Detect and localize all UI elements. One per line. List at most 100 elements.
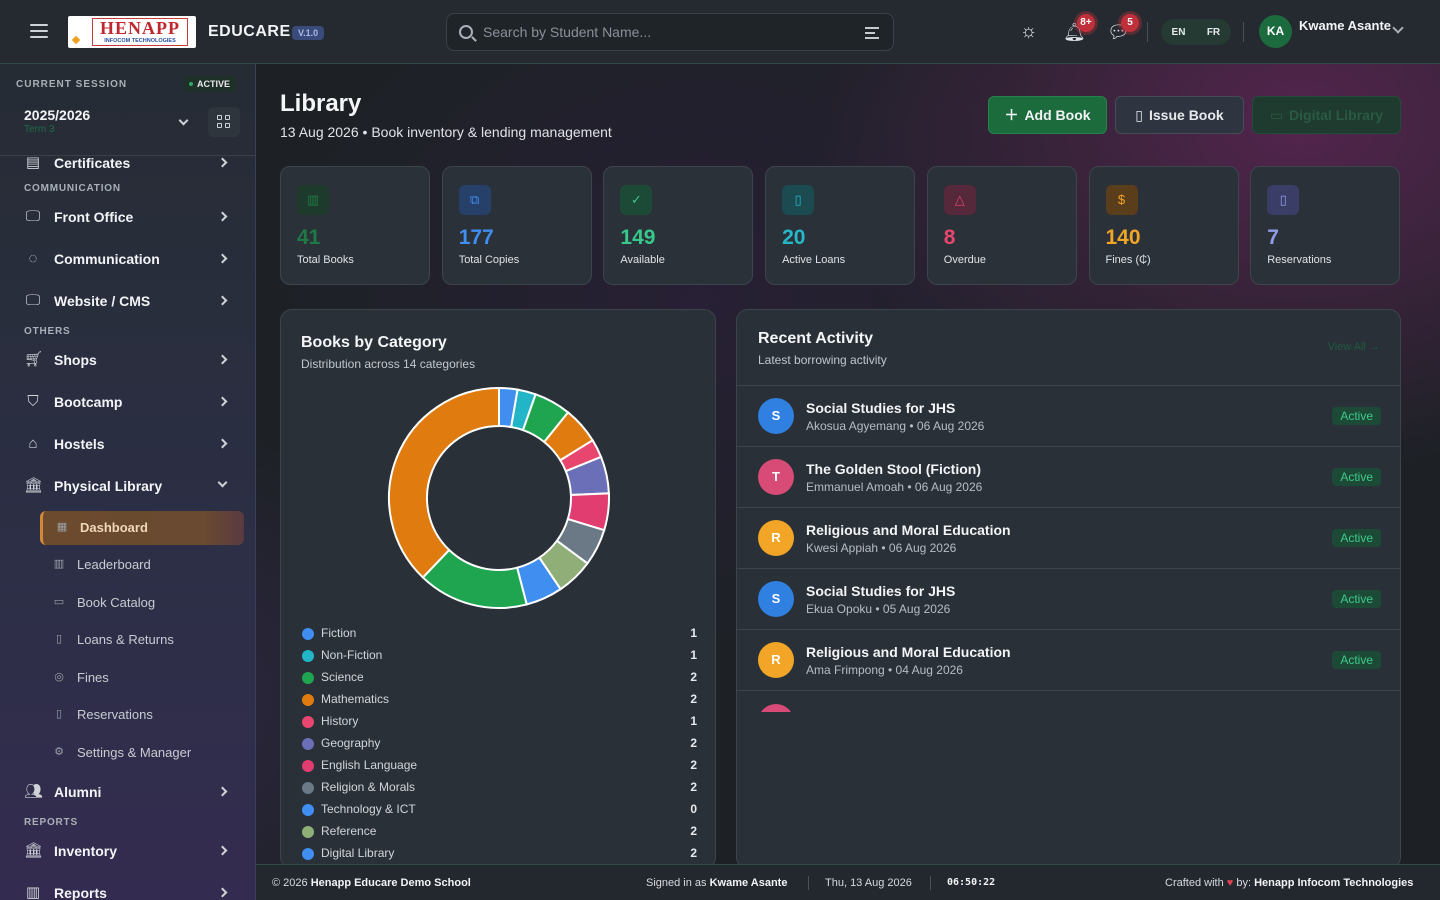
apps-grid-button[interactable] bbox=[208, 107, 240, 137]
stat-label: Reservations bbox=[1267, 254, 1332, 266]
legend-value: 1 bbox=[690, 714, 697, 728]
language-switcher: EN FR bbox=[1161, 19, 1231, 45]
activity-meta: Ama Frimpong • 04 Aug 2026 bbox=[806, 663, 963, 677]
theme-toggle-icon[interactable]: ☼ bbox=[1020, 21, 1038, 42]
status-badge: Active bbox=[1332, 529, 1381, 547]
sidebar-item-alumni[interactable]: 👥︎ Alumni bbox=[0, 773, 255, 813]
search-input[interactable] bbox=[483, 22, 843, 42]
legend-label: Fiction bbox=[321, 626, 357, 640]
activity-row[interactable]: R Religious and Moral Education Ama Frimpo… bbox=[737, 630, 1400, 691]
sidebar-sub-book-catalog[interactable]: ▭ Book Catalog bbox=[53, 595, 156, 610]
legend-label: Geography bbox=[321, 736, 381, 750]
footer: © 2026 Henapp Educare Demo School Signed… bbox=[256, 864, 1440, 900]
menu-toggle-icon[interactable] bbox=[30, 24, 48, 40]
sidebar-item-hostels[interactable]: ⌂ Hostels bbox=[0, 425, 255, 465]
chevron-right-icon bbox=[217, 157, 228, 168]
sidebar-sub-leaderboard[interactable]: ▥ Leaderboard bbox=[53, 557, 151, 572]
activity-row[interactable]: S Social Studies for JHS Akosua Agyemang •… bbox=[737, 386, 1400, 447]
section-label-reports: REPORTS bbox=[24, 817, 78, 828]
chevron-right-icon bbox=[217, 253, 228, 264]
legend-value: 1 bbox=[690, 626, 697, 640]
search-icon bbox=[459, 25, 473, 39]
activity-book-title: Religious and Moral Education bbox=[806, 522, 1011, 538]
stat-value: 20 bbox=[782, 226, 806, 249]
stat-value: 149 bbox=[620, 226, 656, 249]
legend-label: Mathematics bbox=[321, 692, 390, 706]
legend-swatch bbox=[302, 848, 314, 860]
stat-card: △ 8 Overdue bbox=[926, 166, 1077, 285]
notifications-button[interactable]: 🔔︎ 8+ bbox=[1063, 14, 1095, 44]
activity-book-title: Social Studies for JHS bbox=[806, 583, 956, 599]
chevron-down-icon[interactable] bbox=[1392, 22, 1404, 34]
sidebar-item-inventory[interactable]: 🏛︎ Inventory bbox=[0, 832, 255, 872]
activity-row[interactable]: S Social Studies for JHS Ekua Opoku • 05 A… bbox=[737, 569, 1400, 630]
sidebar-sub-settings[interactable]: ⚙ Settings & Manager bbox=[40, 736, 244, 770]
version-badge: V.1.0 bbox=[292, 26, 325, 40]
chart-legend: Fiction 1 Non-Fiction 1 Science 2 Mathematics 2… bbox=[301, 624, 697, 866]
sidebar-item-reports[interactable]: ▥ Reports bbox=[0, 874, 255, 900]
view-all-link[interactable]: View All → bbox=[1327, 341, 1380, 353]
donut-slice[interactable] bbox=[388, 386, 500, 579]
stat-card: ▯ 20 Active Loans bbox=[765, 166, 916, 285]
monitor-icon: ▭ bbox=[1269, 106, 1284, 123]
divider bbox=[930, 876, 931, 890]
legend-label: Reference bbox=[321, 824, 377, 838]
avatar: R bbox=[758, 520, 794, 556]
sidebar-item-front-office[interactable]: 🖵︎ Front Office bbox=[0, 198, 255, 238]
legend-swatch bbox=[302, 716, 314, 728]
stat-card: $140 Fines (₵) bbox=[1088, 166, 1239, 285]
page-subtitle: 13 Aug 2026 • Book inventory & lending m… bbox=[280, 124, 612, 140]
stat-value: 8 bbox=[943, 226, 956, 249]
issue-book-button[interactable]: ▯ Issue Book bbox=[1115, 96, 1244, 134]
footer-signed-in: Signed in as Kwame Asante bbox=[646, 877, 788, 889]
sidebar-item-certificates[interactable]: ▤ Certificates bbox=[0, 144, 255, 184]
divider bbox=[737, 385, 1400, 386]
recent-activity-card: Recent Activity Latest borrowing activit… bbox=[736, 309, 1401, 869]
sidebar-sub-fines[interactable]: ◎ Fines bbox=[40, 661, 244, 695]
legend-item: Geography 2 bbox=[301, 734, 697, 756]
digital-library-button[interactable]: ▭ Digital Library bbox=[1252, 96, 1401, 134]
notification-count: 8+ bbox=[1077, 14, 1095, 32]
footer-credits: Crafted with ♥ by: Henapp Infocom Techno… bbox=[1165, 877, 1414, 889]
chart-icon: ▥ bbox=[53, 558, 65, 570]
sidebar-item-physical-library[interactable]: 🏛︎ Physical Library bbox=[0, 467, 255, 507]
sidebar-item-bootcamp[interactable]: ⛉ Bootcamp bbox=[0, 383, 255, 423]
sidebar-sub-loans-returns[interactable]: ▯ Loans & Returns bbox=[40, 623, 244, 657]
avatar bbox=[758, 704, 794, 712]
legend-label: English Language bbox=[321, 758, 418, 772]
sidebar-sub-dashboard[interactable]: ▦ Dashboard bbox=[40, 511, 244, 545]
check-circle-icon: ✓ bbox=[620, 185, 653, 215]
user-avatar[interactable]: KA bbox=[1259, 15, 1292, 48]
category-donut-chart bbox=[388, 386, 610, 609]
sidebar-sub-reservations[interactable]: ▯ Reservations bbox=[40, 698, 244, 732]
status-badge: Active bbox=[1332, 651, 1381, 669]
avatar: S bbox=[758, 398, 794, 434]
activity-meta: Emmanuel Amoah • 06 Aug 2026 bbox=[806, 480, 983, 494]
category-card-title: Books by Category bbox=[301, 334, 447, 351]
user-name[interactable]: Kwame Asante bbox=[1299, 18, 1391, 33]
chevron-right-icon bbox=[217, 438, 228, 449]
session-selector: CURRENT SESSION ACTIVE 2025/2026 Term 3 bbox=[0, 64, 255, 156]
divider bbox=[1147, 22, 1148, 42]
logo[interactable]: HENAPP INFOCOM TECHNOLOGIES bbox=[68, 16, 196, 48]
add-book-button[interactable]: ＋ Add Book bbox=[988, 96, 1107, 134]
legend-label: History bbox=[321, 714, 359, 728]
legend-swatch bbox=[302, 672, 314, 684]
sidebar-item-communication[interactable]: ◌ Communication bbox=[0, 240, 255, 280]
stat-label: Overdue bbox=[943, 254, 986, 266]
lang-en-button[interactable]: EN bbox=[1171, 26, 1186, 38]
messages-button[interactable]: 💬︎ 5 bbox=[1107, 14, 1139, 44]
library-icon: ▦ bbox=[56, 521, 68, 533]
activity-title: Recent Activity bbox=[758, 330, 873, 347]
avatar: T bbox=[758, 459, 794, 495]
sidebar-item-website[interactable]: 🖵︎ Website / CMS bbox=[0, 282, 255, 322]
legend-item: Mathematics 2 bbox=[301, 690, 697, 712]
activity-row[interactable]: T The Golden Stool (Fiction) Emmanuel Amoa… bbox=[737, 447, 1400, 508]
sidebar-item-shops[interactable]: 🛒︎ Shops bbox=[0, 341, 255, 381]
activity-row[interactable]: R Religious and Moral Education Kwesi Appi… bbox=[737, 508, 1400, 569]
session-year[interactable]: 2025/2026 bbox=[24, 107, 91, 123]
chevron-down-icon[interactable] bbox=[178, 115, 189, 126]
filter-icon[interactable] bbox=[865, 27, 879, 39]
activity-book-title: Religious and Moral Education bbox=[806, 644, 1011, 660]
lang-fr-button[interactable]: FR bbox=[1206, 26, 1221, 38]
